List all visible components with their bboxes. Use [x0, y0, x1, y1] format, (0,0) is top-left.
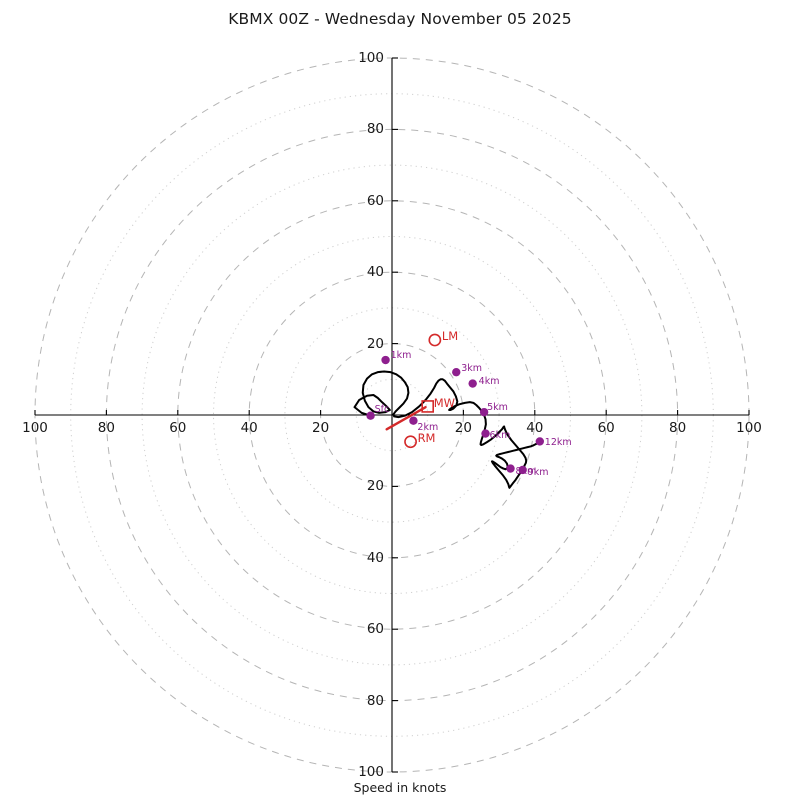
- y-tick-label-top-20: 20: [366, 335, 384, 352]
- page-title: KBMX 00Z - Wednesday November 05 2025: [228, 10, 572, 28]
- y-tick-label-top-60: 60: [366, 192, 384, 209]
- height-label-12km: 12km: [544, 437, 572, 449]
- x-tick-label-left-40: 40: [240, 420, 258, 436]
- height-marker-4km[interactable]: [468, 379, 477, 388]
- x-tick-label-right-100: 100: [736, 420, 762, 436]
- height-marker-5km[interactable]: [479, 407, 489, 417]
- storm-motion-marker-rm[interactable]: [404, 435, 417, 449]
- x-tick-label-left-60: 60: [169, 420, 187, 436]
- y-tick-label-top-100: 100: [358, 50, 384, 66]
- storm-motion-label-rm: RM: [417, 430, 436, 445]
- height-label-6km: 6km: [489, 429, 511, 441]
- y-tick-label-bottom-60: 60: [366, 621, 384, 638]
- x-tick-label-left-100: 100: [22, 420, 48, 436]
- x-tick-label-left-80: 80: [97, 420, 115, 436]
- x-tick-label-right-40: 40: [526, 420, 544, 436]
- height-label-2km: 2km: [417, 421, 439, 433]
- wind-trace-0: [353, 370, 541, 489]
- height-label-5km: 5km: [487, 402, 508, 414]
- y-tick-label-bottom-80: 80: [366, 692, 384, 709]
- height-marker-12km[interactable]: [535, 437, 544, 446]
- mean-wind-arrow: [385, 405, 427, 431]
- x-tick-label-left-20: 20: [312, 420, 330, 436]
- storm-motion-label-mw: MW: [433, 396, 455, 411]
- x-tick-label-right-60: 60: [597, 420, 615, 436]
- height-marker-1km[interactable]: [381, 355, 390, 365]
- height-marker-8km[interactable]: [506, 464, 515, 473]
- height-label-sfc: Sfc: [374, 403, 390, 415]
- storm-motion-marker-lm[interactable]: [428, 333, 442, 347]
- height-label-3km: 3km: [461, 363, 483, 375]
- height-label-4km: 4km: [478, 375, 500, 387]
- height-label-1km: 1km: [390, 350, 412, 362]
- x-tick-label-right-20: 20: [454, 420, 472, 436]
- height-marker-6km[interactable]: [481, 429, 490, 438]
- y-tick-label-bottom-20: 20: [366, 478, 384, 495]
- x-tick-label-right-80: 80: [669, 420, 687, 436]
- x-axis-label: Speed in knots: [353, 780, 447, 795]
- storm-motion-marker-mw[interactable]: [421, 400, 435, 413]
- y-tick-label-bottom-100: 100: [358, 764, 384, 780]
- storm-motion-label-lm: LM: [441, 329, 459, 344]
- y-tick-label-top-40: 40: [366, 264, 384, 281]
- height-marker-sfc[interactable]: [366, 411, 375, 420]
- y-tick-label-bottom-40: 40: [366, 549, 384, 566]
- y-tick-label-top-80: 80: [366, 121, 384, 138]
- height-marker-9km[interactable]: [518, 465, 527, 475]
- height-label-8km: 8km: [515, 465, 537, 477]
- height-label-9km: 9km: [527, 466, 549, 478]
- height-marker-2km[interactable]: [409, 416, 418, 425]
- height-marker-3km[interactable]: [452, 367, 461, 377]
